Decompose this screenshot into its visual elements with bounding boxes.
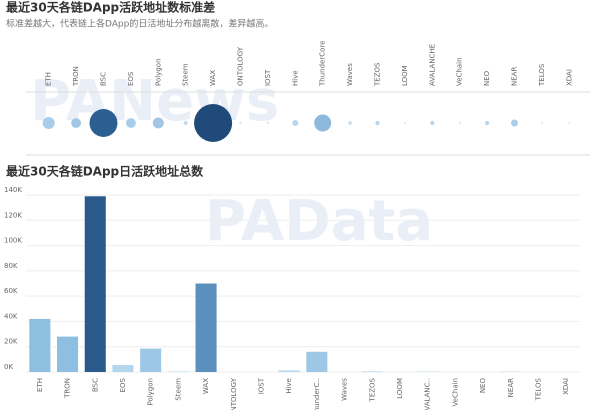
chart-title: 最近30天各链DApp活跃地址数标准差: [6, 0, 215, 15]
bar: [195, 283, 217, 372]
x-tick-label: AVALANCHE: [428, 44, 436, 86]
x-tick-label: TEZOS: [374, 62, 382, 87]
bar: [306, 351, 328, 372]
x-tick-label: AVALANC..: [424, 378, 432, 410]
bubble: [568, 122, 571, 124]
x-tick-label: Polygon: [147, 378, 155, 406]
x-tick-label: VeChain: [456, 57, 464, 86]
bubble: [42, 116, 55, 130]
bubble: [239, 121, 242, 125]
y-tick-label: 40K: [4, 312, 18, 320]
x-tick-label: IOST: [257, 377, 265, 394]
x-tick-label: ThunderC..: [313, 378, 321, 410]
x-tick-label: IOST: [264, 69, 272, 86]
x-tick-label: ETH: [45, 72, 53, 86]
x-tick-label: TELOS: [534, 377, 542, 401]
x-tick-label: TRON: [64, 378, 72, 399]
bubble: [292, 119, 299, 127]
y-tick-label: 60K: [4, 287, 18, 295]
x-tick-label: WAX: [209, 70, 217, 86]
bar: [278, 370, 300, 372]
x-tick-label: ThunderCore: [319, 41, 327, 87]
bubble: [403, 122, 406, 124]
chart-title: 最近30天各链DApp日活跃地址总数: [6, 164, 204, 179]
x-tick-label: LOOM: [401, 65, 409, 86]
x-tick-label: ONTOLOGY: [230, 377, 238, 410]
x-tick-label: BSC: [100, 72, 108, 86]
x-tick-label: NEAR: [511, 67, 519, 86]
x-tick-label: NEO: [479, 378, 487, 394]
x-tick-label: TRON: [72, 66, 80, 87]
bubble: [540, 122, 543, 124]
x-tick-label: NEO: [483, 70, 491, 86]
y-tick-label: 0K: [4, 363, 13, 371]
y-tick-label: 140K: [4, 186, 22, 194]
x-tick-label: BSC: [91, 378, 99, 392]
bubble: [194, 104, 233, 142]
x-tick-label: LOOM: [396, 378, 404, 399]
bubble: [348, 121, 352, 125]
y-tick-label: 120K: [4, 211, 22, 219]
x-tick-label: Waves: [341, 378, 349, 401]
x-tick-label: VeChain: [451, 378, 459, 407]
bubble: [511, 119, 518, 127]
x-tick-label: Steem: [174, 378, 182, 401]
bubble: [71, 118, 82, 128]
x-tick-label: NEAR: [507, 378, 515, 397]
bubble: [375, 120, 380, 126]
bubble: [89, 109, 118, 137]
x-tick-label: Hive: [291, 70, 299, 86]
bar: [112, 365, 134, 372]
bubble: [430, 120, 435, 126]
x-tick-label: TEZOS: [368, 377, 376, 402]
bubble: [152, 117, 164, 129]
bubble: [314, 114, 332, 132]
x-tick-label: XDAI: [562, 378, 570, 395]
bubble: [458, 121, 461, 125]
y-tick-label: 100K: [4, 237, 22, 245]
bar: [140, 348, 162, 372]
x-tick-label: WAX: [202, 378, 210, 394]
watermark: PAData: [205, 189, 433, 254]
x-tick-label: ETH: [36, 378, 44, 392]
x-tick-label: EOS: [127, 71, 135, 86]
bubble: [484, 120, 490, 126]
bubble: [125, 118, 136, 128]
bubble: [266, 121, 270, 125]
bar: [57, 336, 79, 372]
x-tick-label: ONTOLOGY: [237, 46, 245, 86]
x-tick-label: Waves: [346, 63, 354, 86]
y-tick-label: 20K: [4, 338, 18, 346]
x-tick-label: TELOS: [538, 63, 546, 87]
bar: [167, 371, 189, 372]
x-tick-label: Steem: [182, 63, 190, 86]
bar: [84, 196, 106, 372]
y-tick-label: 80K: [4, 262, 18, 270]
x-tick-label: Polygon: [154, 58, 162, 86]
x-tick-label: XDAI: [565, 69, 573, 86]
x-tick-label: EOS: [119, 377, 127, 392]
x-tick-label: Hive: [285, 378, 293, 394]
chart-subtitle: 标准差越大，代表链上各DApp的日活地址分布越离散，差异越高。: [6, 18, 273, 30]
bar: [361, 371, 383, 372]
bubble: [183, 121, 188, 125]
bar: [29, 318, 51, 372]
